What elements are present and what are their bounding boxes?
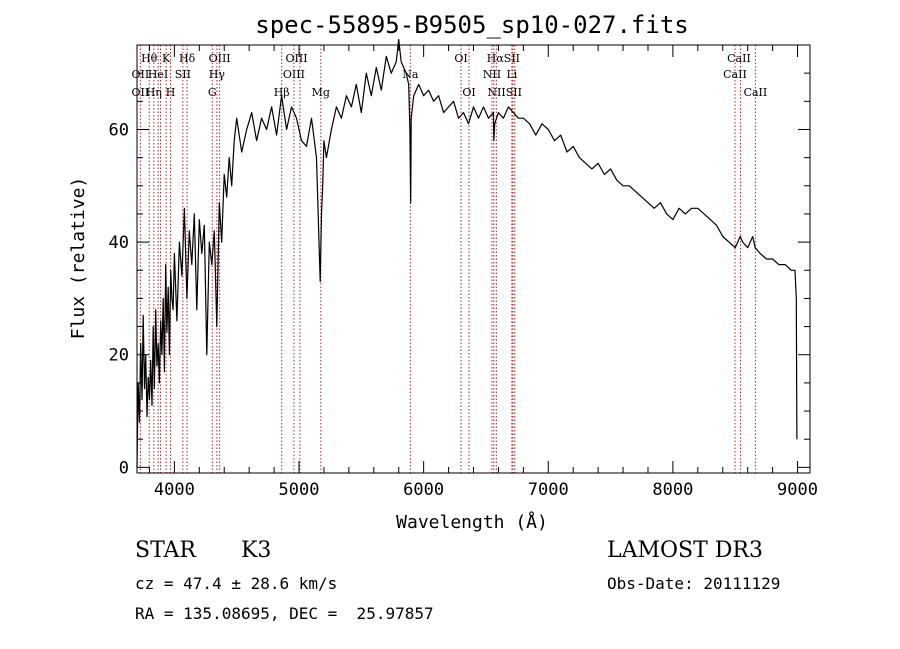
line-label: Hγ xyxy=(209,68,226,81)
series-layer xyxy=(136,38,798,468)
x-tick-label: 5000 xyxy=(279,480,320,500)
line-label: OI xyxy=(454,52,467,65)
line-label: CaII xyxy=(744,86,768,99)
x-tick-label: 7000 xyxy=(528,480,569,500)
object-subclass: K3 xyxy=(241,538,272,563)
line-label: Na xyxy=(402,68,419,81)
x-tick-label: 4000 xyxy=(154,480,195,500)
line-label: Hδ xyxy=(179,52,196,65)
line-label: OIII xyxy=(209,52,231,65)
spectrum-series-line xyxy=(136,38,798,468)
line-label: Hθ xyxy=(141,52,158,65)
line-label: G xyxy=(208,86,217,99)
line-label: HαSII xyxy=(487,52,520,65)
y-tick-label: 0 xyxy=(119,458,129,478)
line-label: SII xyxy=(175,68,191,81)
x-tick-label: 9000 xyxy=(777,480,818,500)
line-markers xyxy=(139,45,756,473)
line-label: OII xyxy=(132,68,150,81)
line-label: HeI xyxy=(148,68,168,81)
survey-name: LAMOST DR3 xyxy=(607,538,763,563)
line-label: OIII xyxy=(283,68,305,81)
line-label: NIISII xyxy=(487,86,522,99)
line-label: NII xyxy=(483,68,501,81)
line-label: K xyxy=(162,52,171,65)
observation-date: Obs-Date: 20111129 xyxy=(607,574,781,593)
axes: 4000 5000 6000 7000 8000 9000 0 20 40 60 xyxy=(109,44,818,500)
redshift-velocity: cz = 47.4 ± 28.6 km/s xyxy=(135,574,338,593)
line-label: Li xyxy=(506,68,517,81)
line-label: H xyxy=(166,86,176,99)
line-label: OI xyxy=(462,86,475,99)
line-label: CaII xyxy=(727,52,751,65)
chart-title: spec-55895-B9505_sp10-027.fits xyxy=(255,11,688,39)
line-label: OII xyxy=(132,86,150,99)
x-tick-label: 8000 xyxy=(652,480,693,500)
x-tick-label: 6000 xyxy=(403,480,444,500)
y-tick-label: 60 xyxy=(109,120,129,140)
line-label: CaII xyxy=(723,68,747,81)
line-label: Hη xyxy=(146,86,162,99)
line-label: Mg xyxy=(312,86,330,99)
sky-coordinates: RA = 135.08695, DEC = 25.97857 xyxy=(135,604,434,623)
line-label: OIII xyxy=(285,52,307,65)
y-tick-label: 20 xyxy=(109,346,129,366)
x-axis-label: Wavelength (Å) xyxy=(396,511,548,533)
plot-frame xyxy=(136,44,811,474)
line-label: Hβ xyxy=(274,86,290,99)
y-tick-label: 40 xyxy=(109,233,129,253)
object-class: STAR xyxy=(135,538,196,563)
y-axis-label: Flux (relative) xyxy=(68,177,89,340)
